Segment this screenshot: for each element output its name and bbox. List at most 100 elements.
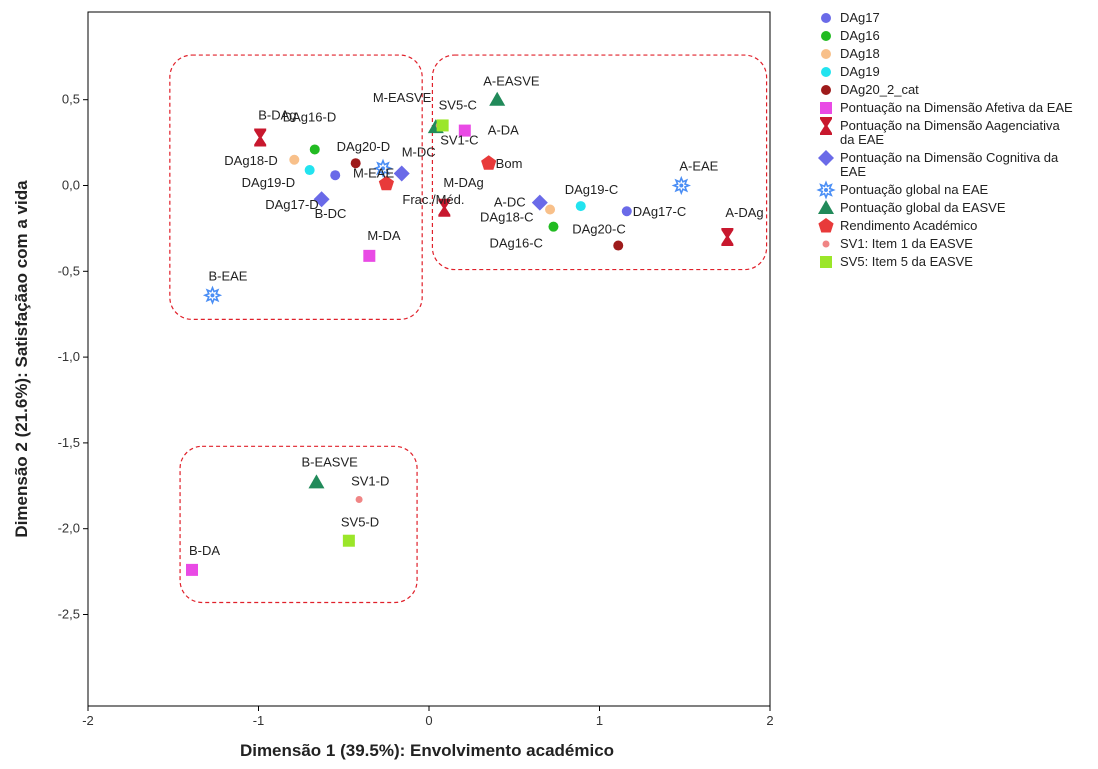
point-label-b-dag: B-DAg	[258, 107, 296, 122]
y-tick-label: -0,5	[58, 263, 80, 278]
group-bottom	[179, 445, 418, 604]
y-tick-label: -1,5	[58, 435, 80, 450]
point-label-b-dc: B-DC	[315, 206, 347, 221]
plot-area	[87, 11, 771, 707]
point-a-da	[458, 124, 471, 137]
point-labels: DAg17-D DAg17-C DAg16-D DAg16-C DAg18-D DAg18…	[189, 74, 764, 558]
legend-label: Pontuação global na EAE	[840, 182, 988, 197]
point-label-sv5-c: SV5-C	[439, 97, 477, 112]
point-label-a-easve: A-EASVE	[483, 74, 540, 89]
point-label-dag19-d: DAg19-D	[242, 175, 295, 190]
point-b-dc	[313, 191, 330, 208]
point-label-dag19-c: DAg19-C	[565, 182, 618, 197]
legend-item: SV5: Item 5 da EASVE	[820, 254, 973, 269]
legend-item: Pontuação global da EASVE	[818, 200, 1006, 215]
point-label-dag20-c: DAg20-C	[572, 222, 625, 237]
legend-marker	[818, 218, 834, 233]
point-dag16-c	[548, 221, 559, 232]
x-tick-label: -2	[82, 713, 94, 728]
point-label-b-eae: B-EAE	[208, 268, 247, 283]
point-dag16-d	[309, 144, 320, 155]
point-label-dag20-d: DAg20-D	[337, 139, 390, 154]
legend-item: DAg20_2_cat	[821, 82, 919, 97]
point-b-dag	[254, 128, 267, 147]
point-a-eae-center	[679, 183, 684, 188]
legend-label: Pontuação na Dimensão Cognitiva da EAE	[840, 150, 1059, 179]
legend-item: Pontuação global na EAE	[816, 180, 988, 200]
legend-item: DAg19	[821, 64, 880, 79]
point-label-b-easve: B-EASVE	[301, 454, 358, 469]
point-dag19-c	[575, 201, 586, 212]
legend-marker	[820, 256, 832, 268]
point-dag20-d	[350, 158, 361, 169]
legend: DAg17 DAg16 DAg18 DAg19 DAg20_2_cat Pontuação…	[816, 10, 1073, 269]
axis-ticks: -2 -1 0 1 2 0,5 0,0 -0,5 -1,0 -1,5 -2,0 -2,5	[58, 92, 774, 728]
legend-item: Rendimento Académico	[818, 218, 977, 233]
legend-label: SV1: Item 1 da EASVE	[840, 236, 973, 251]
point-a-easve	[489, 91, 506, 106]
point-m-da	[363, 249, 376, 262]
point-label-a-da: A-DA	[488, 123, 519, 138]
legend-marker	[821, 49, 831, 59]
x-axis-title: Dimensão 1 (39.5%): Envolvimento académi…	[240, 741, 614, 760]
point-label-dag18-c: DAg18-C	[480, 210, 533, 225]
legend-marker	[821, 85, 831, 95]
point-sv5-c	[436, 119, 449, 132]
legend-marker	[818, 200, 834, 214]
legend-marker	[820, 117, 832, 135]
legend-item: DAg17	[821, 10, 880, 25]
point-label-b-da: B-DA	[189, 543, 220, 558]
legend-marker	[821, 31, 831, 41]
point-m-dc	[393, 165, 410, 182]
legend-label: DAg20_2_cat	[840, 82, 919, 97]
group-upper-right	[431, 54, 768, 271]
point-a-dc	[531, 194, 548, 211]
point-label-a-dag: A-DAg	[725, 205, 763, 220]
point-label-sv1-d: SV1-D	[351, 474, 389, 489]
legend-label: Pontuação na Dimensão Aagenciativa da EAE	[840, 118, 1060, 147]
legend-label: Pontuação na Dimensão Afetiva da EAE	[840, 100, 1073, 115]
point-label-m-easve: M-EASVE	[373, 90, 432, 105]
x-tick-label: 2	[766, 713, 773, 728]
point-label-sv5-d: SV5-D	[341, 515, 379, 530]
point-m-dag	[438, 198, 451, 217]
point-label-m-dag: M-DAg	[443, 175, 483, 190]
x-tick-label: 0	[425, 713, 432, 728]
legend-item: Pontuação na Dimensão Afetiva da EAE	[820, 100, 1073, 115]
legend-label: Rendimento Académico	[840, 218, 977, 233]
legend-label: SV5: Item 5 da EASVE	[840, 254, 973, 269]
legend-marker	[822, 240, 830, 248]
group-upper-left	[169, 54, 423, 320]
point-label-dag17-c: DAg17-C	[633, 204, 686, 219]
point-label-bom: Bom	[496, 156, 523, 171]
y-axis-title: Dimensão 2 (21.6%): Satisfaçãao com a vi…	[12, 180, 31, 538]
legend-label: DAg19	[840, 64, 880, 79]
point-label-dag16-d: DAg16-D	[283, 109, 336, 124]
legend-item: Pontuação na Dimensão Cognitiva da EAE	[818, 150, 1059, 179]
point-label-dag17-d: DAg17-D	[265, 197, 318, 212]
legend-label: DAg16	[840, 28, 880, 43]
legend-label: Pontuação global da EASVE	[840, 200, 1006, 215]
point-b-da	[186, 563, 199, 576]
x-tick-label: -1	[253, 713, 265, 728]
point-dag17-c	[621, 206, 632, 217]
point-dag17-d	[330, 170, 341, 181]
point-label-a-eae: A-EAE	[679, 159, 718, 174]
point-label-dag18-d: DAg18-D	[224, 153, 277, 168]
point-label-m-eae: M-EAE	[353, 165, 395, 180]
legend-item: DAg16	[821, 28, 880, 43]
x-tick-label: 1	[596, 713, 603, 728]
point-m-eae-center	[380, 166, 385, 171]
legend-marker	[820, 102, 832, 114]
point-sv5-d	[342, 534, 355, 547]
point-b-eae-center	[210, 293, 215, 298]
point-label-m-dc: M-DC	[402, 144, 436, 159]
point-dag19-d	[304, 165, 315, 176]
y-tick-label: -2,0	[58, 521, 80, 536]
legend-marker	[818, 150, 834, 166]
legend-marker	[821, 13, 831, 23]
y-tick-label: -2,5	[58, 607, 80, 622]
data-points	[186, 91, 734, 576]
point-dag20-c	[613, 240, 624, 251]
point-label-m-da: M-DA	[367, 228, 401, 243]
